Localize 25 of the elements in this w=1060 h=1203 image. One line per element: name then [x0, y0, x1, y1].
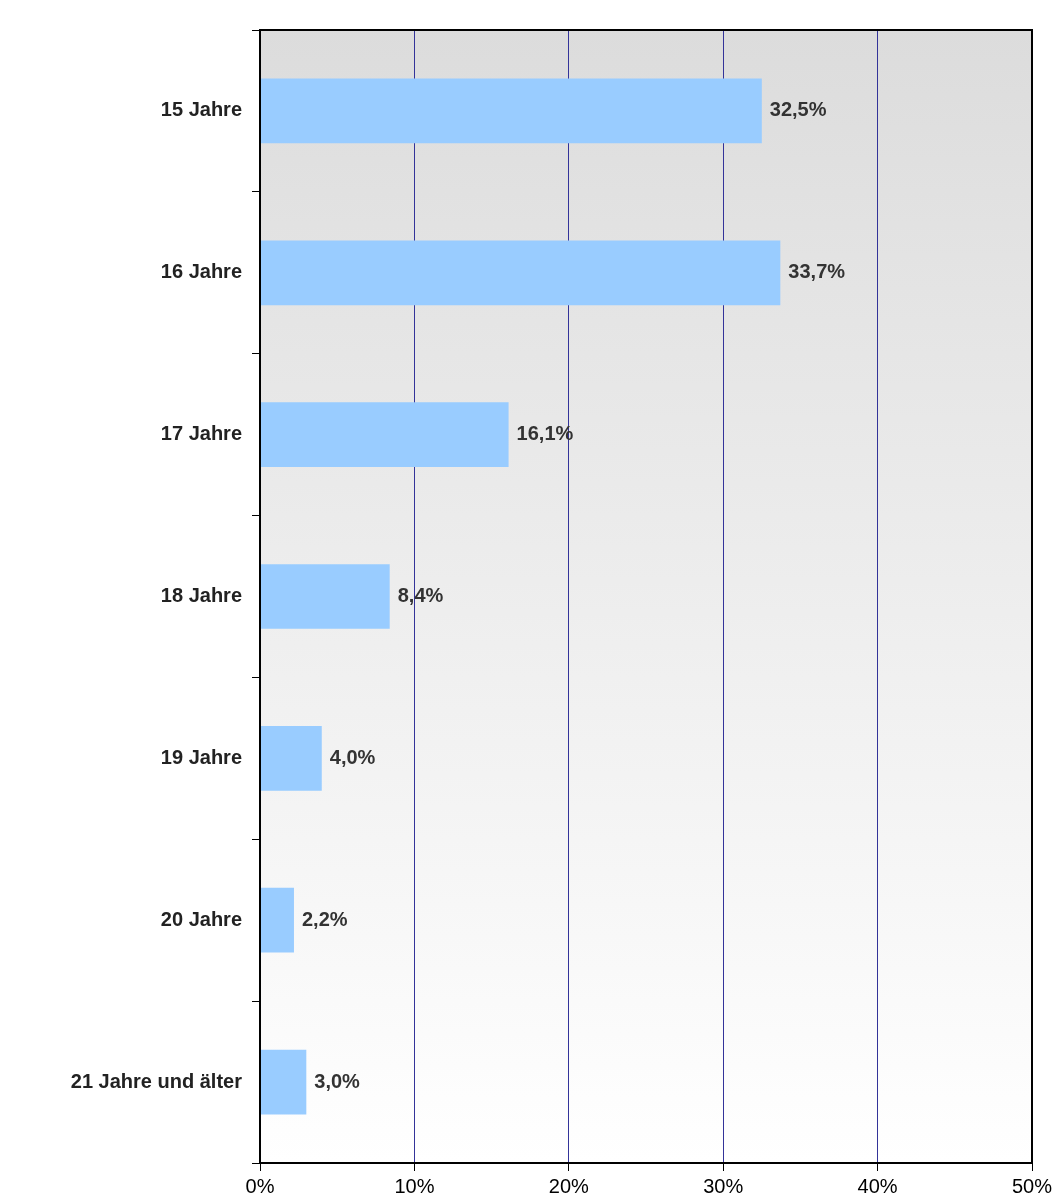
x-tick-label: 20% — [548, 1174, 590, 1197]
y-tick-label: 18 Jahre — [160, 584, 242, 607]
data-label: 32,5% — [769, 98, 827, 121]
bar — [260, 564, 390, 629]
y-tick-label: 21 Jahre und älter — [70, 1069, 243, 1092]
x-tick-label: 30% — [703, 1174, 744, 1197]
data-label: 33,7% — [788, 260, 846, 283]
bar — [260, 887, 294, 953]
y-tick-label: 19 Jahre — [160, 745, 242, 768]
y-tick-label: 15 Jahre — [160, 98, 242, 121]
x-tick-label: 10% — [394, 1174, 435, 1197]
bar — [260, 240, 781, 306]
y-tick-label: 20 Jahre — [160, 907, 242, 930]
data-label: 4,0% — [329, 745, 376, 768]
bar — [260, 78, 762, 144]
x-tick-label: 50% — [1011, 1174, 1053, 1197]
y-tick-label: 16 Jahre — [160, 260, 242, 283]
y-tick-label: 17 Jahre — [160, 422, 242, 445]
x-tick-label: 0% — [245, 1174, 275, 1197]
data-label: 2,2% — [301, 907, 348, 930]
bar — [260, 402, 509, 468]
bar — [260, 725, 322, 791]
x-tick-label: 40% — [857, 1174, 898, 1197]
data-label: 3,0% — [314, 1069, 361, 1092]
bar — [260, 1049, 307, 1115]
